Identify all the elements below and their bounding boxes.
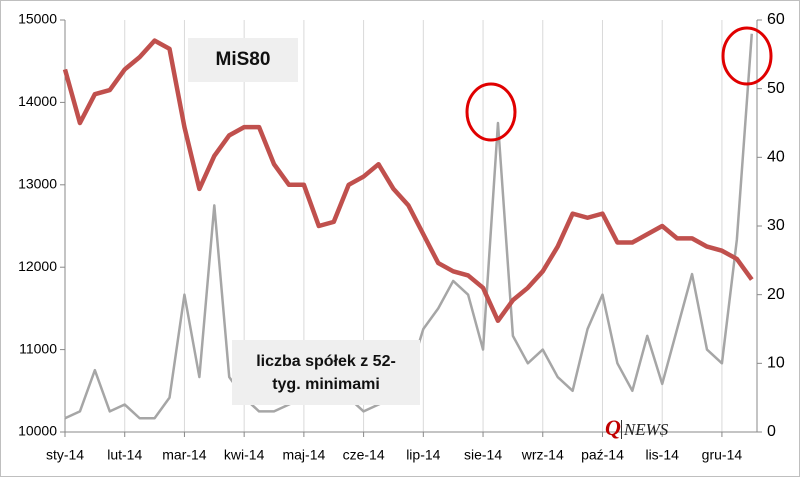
y-tick-label: 11000 xyxy=(19,340,57,356)
y2-tick-label: 10 xyxy=(767,355,785,372)
y2-tick-label: 30 xyxy=(767,217,785,234)
x-tick-label: cze-14 xyxy=(343,447,385,463)
y2-tick-label: 0 xyxy=(767,423,776,440)
logo-news: NEWS xyxy=(620,420,669,439)
x-tick-label: lut-14 xyxy=(107,447,142,463)
series-line xyxy=(62,38,754,324)
y-tick-label: 15000 xyxy=(18,11,57,27)
y2-tick-label: 50 xyxy=(767,80,785,97)
y2-tick-label: 40 xyxy=(767,149,785,166)
x-tick-label: gru-14 xyxy=(702,447,743,463)
x-tick-label: lip-14 xyxy=(406,447,440,463)
highlight-circle xyxy=(721,26,773,86)
series-label: MiS80 xyxy=(188,38,298,82)
x-tick-label: paź-14 xyxy=(581,447,624,463)
x-tick-label: wrz-14 xyxy=(521,447,564,463)
series-label-text: liczba spółek z 52-tyg. minimami xyxy=(256,353,396,393)
x-tick-label: mar-14 xyxy=(162,447,207,463)
series-label: liczba spółek z 52-tyg. minimami xyxy=(232,340,420,405)
x-tick-label: maj-14 xyxy=(282,447,325,463)
logo: Q NEWS xyxy=(605,415,669,441)
y-tick-label: 13000 xyxy=(18,176,57,192)
x-tick-label: kwi-14 xyxy=(224,447,265,463)
highlight-circle xyxy=(465,82,517,142)
y2-tick-label: 60 xyxy=(767,11,785,28)
y-tick-label: 14000 xyxy=(18,93,57,109)
logo-q: Q xyxy=(605,415,621,440)
x-tick-label: lis-14 xyxy=(645,447,679,463)
y-tick-label: 12000 xyxy=(18,258,57,274)
x-tick-label: sie-14 xyxy=(464,447,502,463)
y2-tick-label: 20 xyxy=(767,286,785,303)
x-tick-label: sty-14 xyxy=(46,447,84,463)
y-tick-label: 10000 xyxy=(18,423,57,439)
